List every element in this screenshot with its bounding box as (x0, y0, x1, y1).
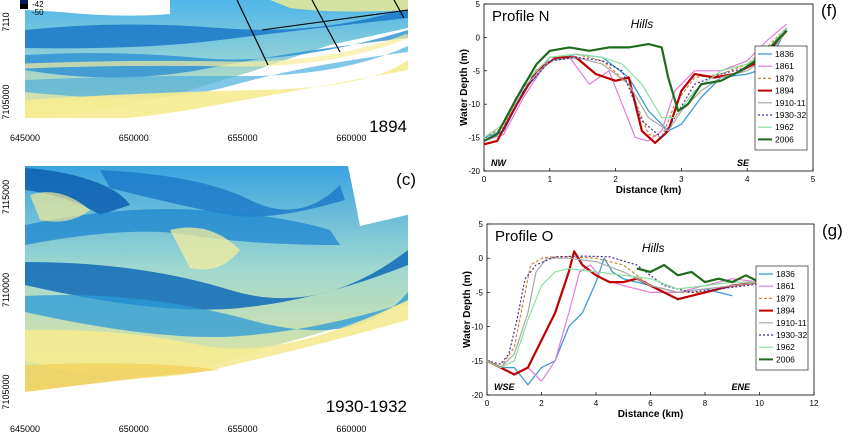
map-x-tick-label: 660000 (336, 424, 366, 434)
x-tick-label: 0 (485, 399, 490, 408)
series-line-1894 (486, 250, 787, 376)
legend-entry: 1910-11 (775, 98, 806, 108)
legend-entry: 1861 (776, 281, 795, 291)
map-x-tick-label: 655000 (228, 133, 258, 143)
legend-entry: 1836 (776, 269, 795, 279)
x-axis-label: Distance (km) (618, 409, 684, 420)
x-tick-label: 1 (548, 175, 553, 184)
map-x-tick-label: 660000 (336, 133, 366, 143)
corner-label-right: SE (737, 158, 750, 168)
map-x-tick-label: 645000 (10, 133, 40, 143)
y-tick-label: -5 (476, 288, 484, 297)
series-line-2006 (483, 29, 788, 142)
hills-annotation: Hills (642, 241, 665, 255)
legend-box (754, 45, 808, 151)
series-line-1962 (486, 267, 787, 369)
series-line-1910-11 (486, 257, 787, 369)
y-axis-label: Water Depth (m) (459, 49, 470, 126)
y-tick-label: -15 (468, 134, 480, 143)
y-tick-label: -5 (473, 67, 481, 76)
y-tick-label: -20 (471, 391, 483, 400)
corner-label-left: WSE (494, 382, 515, 392)
panel-letter: (g) (822, 221, 843, 240)
legend: 1836 1861 1879 1894 1910-11 1930-32 1962 2006 (755, 265, 809, 371)
y-tick-label: 5 (479, 220, 484, 229)
map-year-label-1930-1932: 1930-1932 (326, 397, 407, 416)
panel-letter-c: (c) (396, 170, 416, 189)
legend-entry: 2006 (776, 354, 795, 364)
legend-entry: 1930-32 (775, 110, 806, 120)
y-tick-label: -10 (468, 100, 480, 109)
x-tick-label: 2 (613, 175, 618, 184)
x-tick-label: 2 (539, 399, 544, 408)
hills-annotation: Hills (631, 17, 654, 31)
map1-y-tick: 7105000 (1, 84, 11, 119)
x-tick-label: 6 (648, 399, 653, 408)
corner-label-left: NW (491, 158, 507, 168)
y-tick-label: 0 (479, 254, 484, 263)
x-tick-label: 0 (482, 175, 487, 184)
map1-y-tick: 7110 (1, 12, 11, 31)
map2-y-tick: 7115000 (1, 180, 11, 214)
depth-legend-swatch-dark (20, 4, 28, 9)
panel-letter: (f) (821, 1, 837, 20)
legend-value-2: -50 (32, 8, 44, 17)
x-axis-label: Distance (km) (616, 185, 682, 196)
chart-title: Profile N (492, 8, 550, 25)
y-tick-label: -20 (468, 167, 480, 176)
series-line-1930-32 (483, 27, 788, 142)
map2-y-tick: 7105000 (1, 374, 11, 409)
series-line-1962 (483, 27, 788, 139)
depth-legend-swatch (20, 0, 28, 4)
legend-entry: 1861 (775, 61, 794, 71)
y-tick-label: -15 (471, 357, 483, 366)
x-tick-label: 4 (594, 399, 599, 408)
corner-label-right: ENE (731, 382, 751, 392)
series-line-1930-32 (486, 255, 787, 365)
map-x-tick-label: 655000 (228, 424, 258, 434)
legend-entry: 1836 (775, 49, 794, 59)
legend-entry: 1879 (776, 293, 795, 303)
x-tick-label: 10 (755, 399, 764, 408)
x-tick-label: 3 (679, 175, 684, 184)
bathymetry-map-1894 (25, 0, 408, 118)
legend-entry: 1962 (776, 342, 795, 352)
x-tick-label: 4 (745, 175, 750, 184)
legend-value-1: -42 (32, 0, 44, 9)
legend-entry: 1879 (775, 73, 794, 83)
y-tick-label: -10 (471, 323, 483, 332)
map-x-tick-label: 645000 (10, 424, 40, 434)
map-x-tick-label: 650000 (119, 133, 149, 143)
legend-entry: 1894 (775, 86, 794, 96)
map-year-label-1894: 1894 (369, 117, 407, 136)
legend-entry: 1930-32 (776, 330, 807, 340)
legend-box (755, 265, 809, 371)
map-x-tick-label: 650000 (119, 424, 149, 434)
legend-entry: 2006 (775, 134, 794, 144)
y-tick-label: 5 (476, 0, 481, 9)
legend-entry: 1910-11 (776, 318, 807, 328)
x-tick-label: 12 (810, 399, 819, 408)
legend-entry: 1894 (776, 306, 795, 316)
x-tick-label: 5 (811, 175, 816, 184)
legend: 1836 1861 1879 1894 1910-11 1930-32 1962 2006 (754, 45, 808, 151)
y-axis-label: Water Depth (m) (462, 271, 473, 348)
y-tick-label: 0 (476, 33, 481, 42)
chart-title: Profile O (495, 228, 553, 245)
bathymetry-map-1930-1932 (25, 162, 408, 416)
x-tick-label: 8 (703, 399, 708, 408)
map2-y-tick: 7110000 (1, 273, 11, 307)
legend-entry: 1962 (775, 122, 794, 132)
